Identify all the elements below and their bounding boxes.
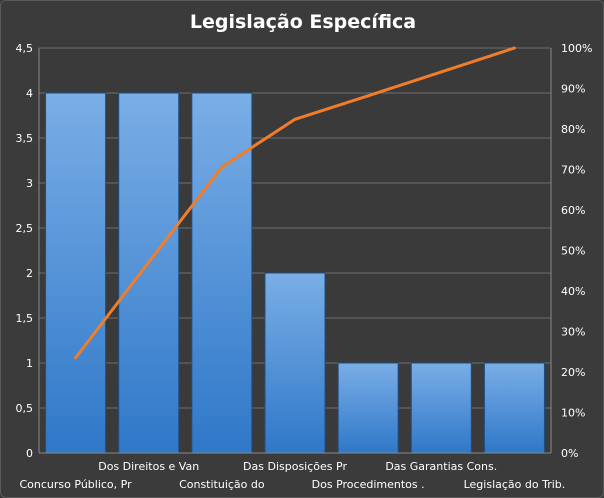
bar: [410, 362, 472, 454]
y2-tick-label: 100%: [561, 42, 592, 55]
bar: [118, 92, 180, 454]
cumulative-point: [220, 165, 224, 169]
y2-tick-label: 50%: [561, 245, 585, 258]
y-tick-label: 0: [26, 447, 33, 460]
x-tick-label: Das Disposições Pr: [243, 460, 347, 473]
y2-tick-label: 60%: [561, 204, 585, 217]
cumulative-point: [147, 260, 151, 264]
y2-tick-label: 90%: [561, 83, 585, 96]
chart-title: Legislação Específica: [190, 11, 416, 33]
x-tick-label: Dos Direitos e Van: [98, 460, 199, 473]
y-tick-label: 2: [26, 267, 33, 280]
cumulative-point: [366, 94, 370, 98]
bar: [45, 92, 107, 454]
x-tick-label: Dos Procedimentos .: [312, 478, 425, 491]
y-tick-label: 3: [26, 177, 33, 190]
y-tick-label: 0,5: [16, 402, 34, 415]
cumulative-point: [512, 46, 516, 50]
y2-tick-label: 70%: [561, 164, 585, 177]
y2-tick-label: 30%: [561, 326, 585, 339]
x-tick-label: Legislação do Trib.: [464, 478, 566, 491]
x-tick-label: Das Garantias Cons.: [385, 460, 497, 473]
y2-tick-label: 20%: [561, 366, 585, 379]
y-tick-label: 4,5: [16, 42, 34, 55]
cumulative-point: [439, 70, 443, 74]
y-tick-label: 3,5: [16, 132, 34, 145]
bar: [191, 92, 253, 454]
y-tick-label: 2,5: [16, 222, 34, 235]
cumulative-point: [293, 117, 297, 121]
x-tick-label: Constituição do: [179, 478, 265, 491]
bar: [264, 272, 326, 454]
bar: [483, 362, 545, 454]
y-tick-label: 4: [26, 87, 33, 100]
y-tick-label: 1: [26, 357, 33, 370]
cumulative-point: [74, 356, 78, 360]
y-tick-label: 1,5: [16, 312, 34, 325]
bar: [337, 362, 399, 454]
y2-tick-label: 10%: [561, 407, 585, 420]
y2-tick-label: 80%: [561, 123, 585, 136]
x-tick-label: Concurso Público, Pr: [20, 478, 133, 491]
y2-tick-label: 40%: [561, 285, 585, 298]
y2-tick-label: 0%: [561, 447, 578, 460]
